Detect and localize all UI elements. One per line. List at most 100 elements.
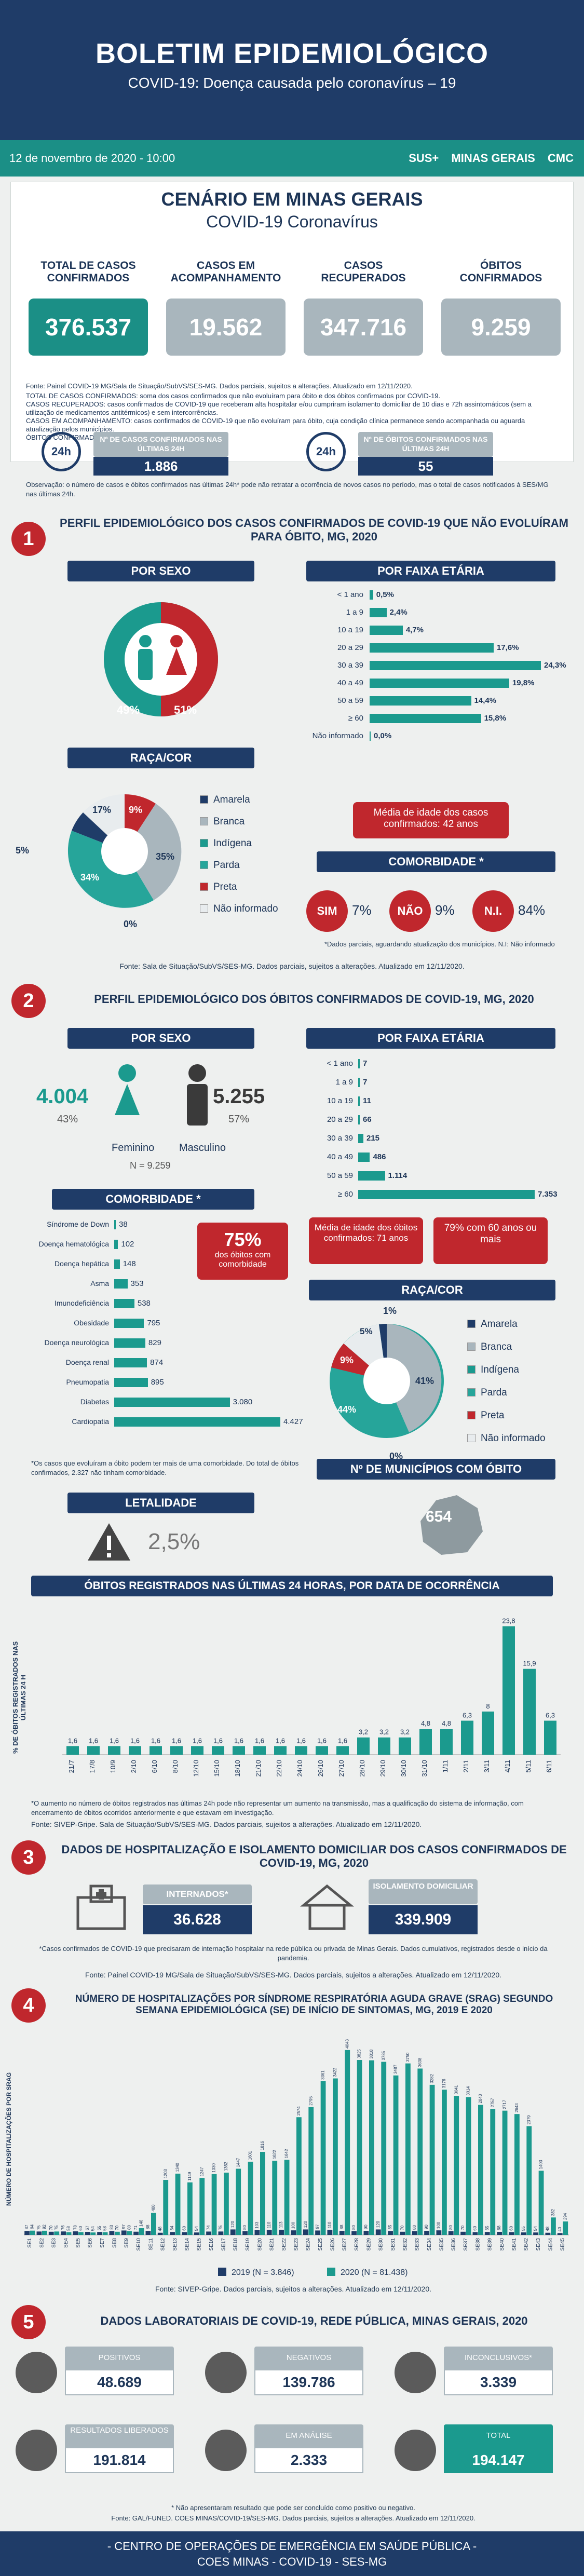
s3-intern-label: INTERNADOS*: [143, 1884, 252, 1904]
s2-fem-count: 4.004: [36, 1085, 89, 1108]
s1-age-label: 40 a 49: [337, 679, 363, 687]
section-2-number: 2: [11, 984, 46, 1018]
s1-comorb-pill: COMORBIDADE *: [317, 851, 555, 872]
s1-race-pill: RAÇA/COR: [67, 748, 254, 768]
chart1-bar: [170, 1746, 183, 1755]
chart1-bar-label: 1,6: [68, 1737, 77, 1744]
kpi-label-2: CASOS RECUPERADOS: [321, 260, 406, 284]
chart2-bar-2020: [163, 2180, 169, 2235]
chart2-tick-label: SE7: [100, 2238, 105, 2248]
kpi-value-0: 376.537: [29, 299, 148, 356]
chart1-bar: [357, 1737, 370, 1755]
s2-comorb-label: Obesidade: [74, 1319, 109, 1327]
s2-comorb-value: 38: [119, 1220, 128, 1229]
chart2-bar-2019: [48, 2231, 54, 2235]
s1-legend-item: Indígena: [200, 838, 252, 849]
chart2-bar-2020: [538, 2171, 544, 2235]
legend-label: Branca: [481, 1341, 512, 1352]
s2-masc-label: Masculino: [179, 1142, 226, 1154]
kpi-value-2: 347.716: [304, 299, 423, 356]
chart1-tick-label: 27/10: [337, 1760, 345, 1777]
s1-source: Fonte: Sala de Situação/SubVS/SES-MG. Da…: [119, 962, 465, 970]
chart1-tick-label: 4/11: [504, 1760, 511, 1772]
chart2-bar-label: 148: [139, 2219, 144, 2227]
chart2-bar-label: 54: [194, 2226, 199, 2231]
chart1-bar: [461, 1720, 473, 1755]
chart2-bar-2020: [175, 2173, 181, 2235]
s2-race-label-amarela: 1%: [383, 1306, 397, 1316]
legend-swatch: [200, 795, 208, 804]
chart2-tick-label: SE9: [124, 2238, 130, 2248]
s1-age-bar: [370, 590, 373, 600]
s1-age-bar: [370, 679, 509, 688]
chart1-bar-label: 1,6: [130, 1737, 140, 1744]
chart2-bar-label: 67: [85, 2226, 90, 2230]
chart2-bar-label: 75: [54, 2225, 59, 2230]
house-icon: [300, 1884, 354, 1930]
legend-swatch: [200, 839, 208, 847]
s2-mean-age: Média de idade dos óbitos confirmados: 7…: [309, 1217, 423, 1264]
chart2-bar-label: 120: [376, 2221, 381, 2228]
s2-comorb-bar: [114, 1220, 116, 1229]
chart2-bar-label: 4043: [345, 2039, 349, 2048]
chart1-bar-label: 1,6: [234, 1737, 243, 1744]
chart2-tick-label: SE10: [136, 2238, 142, 2251]
s2-comorb-label: Síndrome de Down: [47, 1220, 109, 1228]
chart2-bar-2020: [405, 2063, 411, 2235]
chart2-bar-label: 70: [400, 2225, 405, 2230]
chart2-bar-2020: [357, 2060, 362, 2235]
s2-age-pill: POR FAIXA ETÁRIA: [306, 1028, 555, 1049]
chart1-bar-label: 3,2: [359, 1728, 368, 1736]
s1-age-label: 1 a 9: [346, 608, 363, 617]
s1-comorb-circle: N.I.: [472, 890, 514, 932]
chart1-bar: [295, 1746, 307, 1755]
chart1-bar: [212, 1746, 224, 1755]
chart2-tick-label: SE35: [439, 2238, 444, 2251]
s2-age-value: 66: [363, 1115, 372, 1124]
chart2-tick-label: SE11: [148, 2238, 154, 2250]
chart2-bar-2020: [30, 2230, 35, 2235]
s2-age-bar: [358, 1096, 360, 1106]
s2-comorb-bar: [114, 1378, 148, 1387]
chart1-bar-label: 1,6: [110, 1737, 119, 1744]
s2-comorb-value: 3.080: [233, 1398, 253, 1406]
s4-source: Fonte: SIVEP-Gripe. Dados parciais, suje…: [155, 2285, 432, 2293]
scenario-title: CENÁRIO EM MINAS GERAIS: [161, 188, 423, 210]
s1-age-value: 19,8%: [512, 679, 535, 687]
section-5-number: 5: [11, 2305, 46, 2339]
s2-comorb-big: 75% dos óbitos com comorbidade: [197, 1223, 288, 1280]
chart2-bar-label: 3825: [357, 2049, 362, 2058]
chart2-bar-label: 90: [364, 2225, 369, 2229]
s2-comorb-bar: [114, 1259, 120, 1269]
chart2-bar-2019: [254, 2230, 260, 2235]
legend-label: 2019 (N = 3.846): [232, 2268, 294, 2277]
legend-label: Amarela: [213, 794, 250, 805]
chart2-tick-label: SE4: [63, 2238, 69, 2248]
chart2-bar-label: 70: [460, 2225, 465, 2230]
chart1-bar-label: 6,3: [546, 1711, 555, 1719]
legend-swatch: [467, 1343, 476, 1351]
chart2-bar-label: 3422: [333, 2067, 337, 2077]
s3-intern-value: 36.628: [143, 1905, 252, 1934]
chart2-tick-label: SE1: [27, 2238, 33, 2248]
chart2-bar-label: 2379: [526, 2115, 531, 2124]
chart2-bar-2020: [551, 2217, 556, 2235]
section-4-title: NÚMERO DE HOSPITALIZAÇÕES POR SÍNDROME R…: [75, 1994, 553, 2016]
s2-comorb-label: Cardiopatia: [72, 1417, 109, 1426]
chart2-bar-2019: [133, 2231, 139, 2235]
s2-chart-note: *O aumento no número de óbitos registrad…: [31, 1799, 524, 1816]
chart2-bar-label: 1340: [175, 2163, 180, 2172]
s5-label-4: EM ANÁLISE: [254, 2424, 363, 2447]
chart2-bar-label: 65: [97, 2226, 102, 2230]
chart2-tick-label: SE13: [172, 2238, 178, 2251]
section-5-title: DADOS LABORATORIAIS DE COVID-19, REDE PÚ…: [100, 2314, 528, 2327]
chart1-bar: [440, 1729, 453, 1755]
header: BOLETIM EPIDEMIOLÓGICO COVID-19: Doença …: [0, 0, 584, 140]
race-label-indigena: 0%: [124, 919, 138, 929]
s2-comorb-label: Doença renal: [65, 1358, 109, 1366]
s2-pct-60: 79% com 60 anos ou mais: [433, 1217, 548, 1264]
section-4-number: 4: [11, 1988, 46, 2023]
bulletin-title: BOLETIM EPIDEMIOLÓGICO: [95, 38, 488, 69]
chart1-bar: [253, 1746, 266, 1755]
s1-age-label: < 1 ano: [337, 590, 363, 599]
